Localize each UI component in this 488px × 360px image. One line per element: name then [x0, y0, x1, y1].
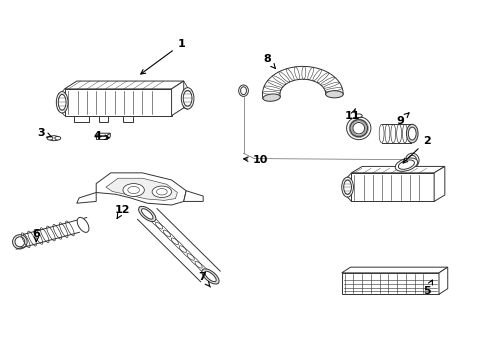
Ellipse shape	[349, 120, 367, 137]
Polygon shape	[64, 81, 183, 89]
Polygon shape	[77, 193, 96, 203]
Ellipse shape	[13, 235, 27, 249]
Ellipse shape	[407, 127, 415, 140]
Ellipse shape	[238, 85, 248, 96]
Bar	[122, 116, 132, 122]
Ellipse shape	[352, 122, 364, 134]
Ellipse shape	[346, 117, 370, 140]
Text: 5: 5	[422, 280, 431, 296]
Bar	[96, 136, 107, 139]
Polygon shape	[107, 133, 110, 139]
Ellipse shape	[240, 87, 246, 95]
Polygon shape	[341, 267, 447, 273]
Ellipse shape	[355, 114, 362, 117]
Ellipse shape	[55, 136, 61, 140]
Ellipse shape	[127, 186, 139, 194]
Text: 12: 12	[114, 205, 129, 219]
Ellipse shape	[58, 94, 66, 110]
Text: 7: 7	[198, 272, 210, 287]
Ellipse shape	[156, 189, 167, 195]
Text: 8: 8	[263, 54, 275, 68]
Text: 9: 9	[395, 113, 408, 126]
Ellipse shape	[152, 186, 171, 198]
Polygon shape	[96, 173, 186, 205]
Ellipse shape	[183, 90, 192, 106]
Ellipse shape	[141, 209, 153, 219]
Polygon shape	[351, 166, 444, 173]
Ellipse shape	[15, 237, 25, 247]
Ellipse shape	[398, 160, 414, 169]
Ellipse shape	[181, 87, 194, 109]
Text: 2: 2	[402, 136, 430, 163]
Text: 1: 1	[141, 39, 185, 74]
Ellipse shape	[394, 158, 417, 171]
Bar	[64, 89, 171, 116]
Ellipse shape	[122, 184, 144, 197]
Ellipse shape	[202, 269, 219, 284]
Ellipse shape	[138, 206, 156, 221]
Text: 3: 3	[38, 128, 51, 138]
Polygon shape	[262, 66, 343, 99]
Bar	[351, 173, 433, 202]
Ellipse shape	[343, 180, 351, 194]
Ellipse shape	[406, 124, 417, 143]
Ellipse shape	[77, 217, 89, 233]
Ellipse shape	[204, 271, 216, 282]
Text: 4: 4	[93, 131, 109, 141]
Ellipse shape	[56, 91, 68, 113]
Polygon shape	[106, 178, 177, 201]
Bar	[74, 116, 89, 122]
Polygon shape	[183, 191, 203, 202]
Text: 11: 11	[344, 109, 360, 121]
Polygon shape	[433, 166, 444, 202]
Polygon shape	[171, 81, 183, 116]
Bar	[341, 273, 438, 294]
Bar	[99, 116, 108, 122]
Ellipse shape	[325, 91, 343, 98]
Ellipse shape	[407, 156, 416, 165]
Ellipse shape	[47, 136, 53, 140]
Ellipse shape	[405, 153, 418, 167]
Polygon shape	[438, 267, 447, 294]
Ellipse shape	[49, 136, 59, 141]
Polygon shape	[96, 133, 110, 136]
Ellipse shape	[263, 94, 280, 101]
Text: 6: 6	[32, 229, 40, 242]
Ellipse shape	[341, 177, 353, 197]
Text: 10: 10	[243, 155, 268, 165]
